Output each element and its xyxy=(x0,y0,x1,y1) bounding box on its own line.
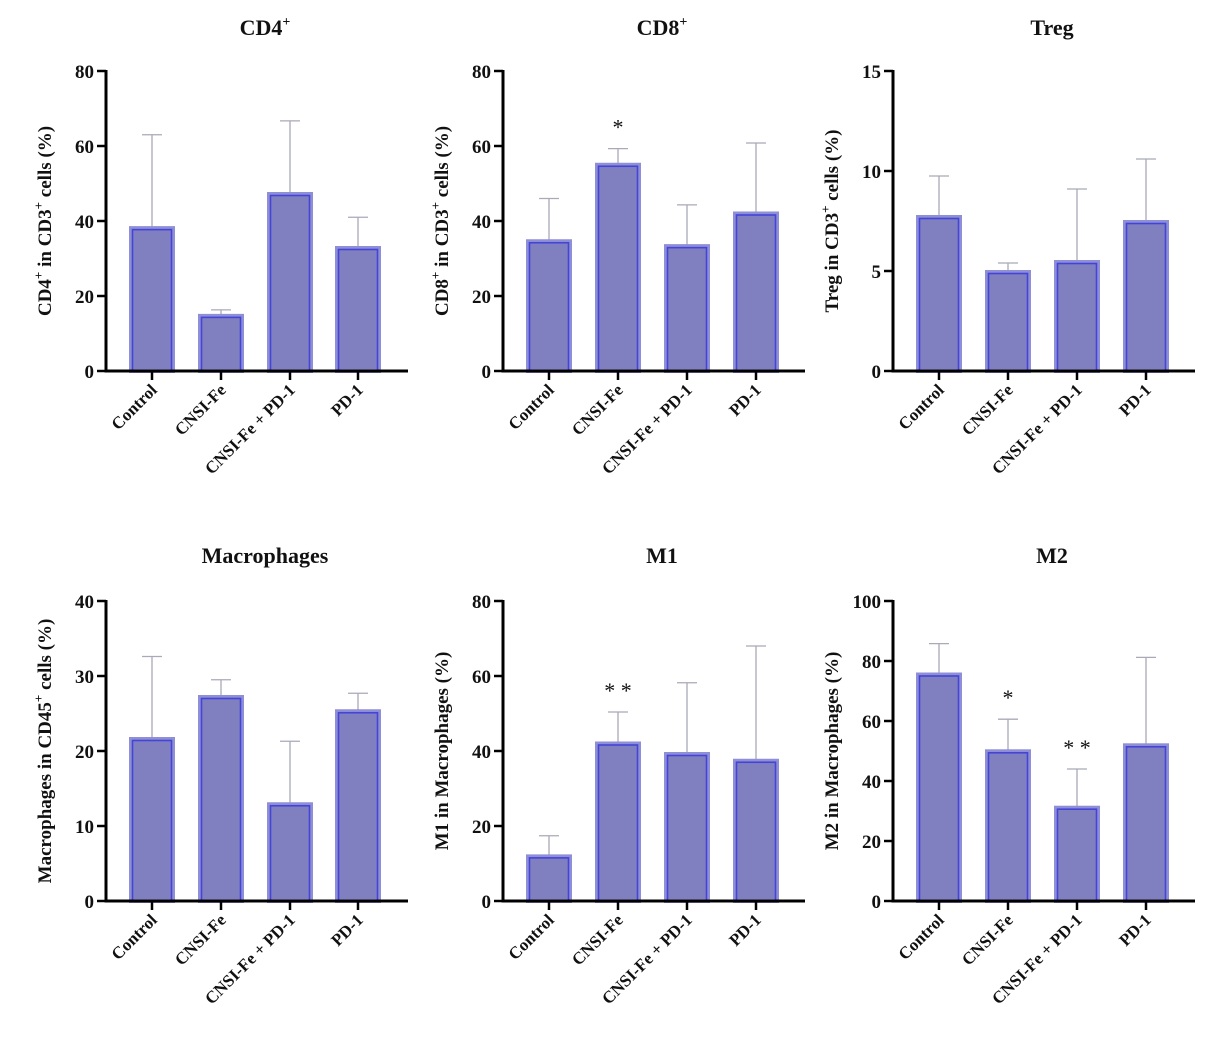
y-tick-label: 0 xyxy=(872,362,882,383)
y-axis-label: CD4+ in CD3+ cells (%) xyxy=(31,126,56,316)
y-tick-label: 80 xyxy=(472,592,491,613)
x-tick-label: PD-1 xyxy=(1115,910,1154,949)
y-tick-label: 40 xyxy=(472,742,491,763)
y-tick-label: 20 xyxy=(75,287,94,308)
x-tick-label: PD-1 xyxy=(1115,380,1154,419)
y-tick-label: 0 xyxy=(85,892,95,913)
bar xyxy=(1123,220,1169,373)
x-tick-label: Control xyxy=(895,380,948,433)
bar xyxy=(335,709,381,903)
bar xyxy=(595,162,641,373)
chart-panel-1: CD8+ CD8+ in CD3+ cells (%) Control * CNSI-F… xyxy=(428,15,805,478)
x-tick-label: Control xyxy=(108,380,161,433)
bar xyxy=(985,270,1031,373)
y-tick-label: 80 xyxy=(862,652,881,673)
y-tick-label: 40 xyxy=(862,772,881,793)
x-tick-label: CNSI-Fe xyxy=(568,380,627,439)
chart-panel-3: Macrophages Macrophages in CD45+ cells (%… xyxy=(31,543,408,1008)
chart-title: Macrophages xyxy=(202,543,329,568)
bar xyxy=(916,672,962,903)
x-tick-label: CNSI-Fe xyxy=(958,380,1017,439)
y-tick-label: 40 xyxy=(75,212,94,233)
y-tick-label: 60 xyxy=(862,712,881,733)
y-tick-label: 80 xyxy=(75,62,94,83)
chart-panel-0: CD4+ CD4+ in CD3+ cells (%) Control CNSI-Fe… xyxy=(31,15,408,478)
significance-label: * xyxy=(1003,685,1014,710)
y-tick-label: 80 xyxy=(472,62,491,83)
x-tick-label: Control xyxy=(895,910,948,963)
y-tick-label: 30 xyxy=(75,667,94,688)
x-tick-label: PD-1 xyxy=(327,380,366,419)
bar xyxy=(267,802,313,903)
y-axis-label: CD8+ in CD3+ cells (%) xyxy=(428,126,453,316)
bar xyxy=(664,752,710,903)
y-tick-label: 15 xyxy=(862,62,881,83)
chart-title: Treg xyxy=(1030,15,1073,40)
x-tick-label: CNSI-Fe xyxy=(171,910,230,969)
bar xyxy=(198,695,244,903)
chart-title: CD4+ xyxy=(240,15,291,40)
bar xyxy=(1054,805,1100,904)
x-tick-label: PD-1 xyxy=(725,380,764,419)
chart-panel-5: M2 M2 in Macrophages (%) Control * CNSI-Fe * … xyxy=(822,543,1195,1008)
y-axis-label: M1 in Macrophages (%) xyxy=(432,652,453,851)
bar xyxy=(733,758,779,903)
bar xyxy=(198,313,244,373)
bar xyxy=(1054,260,1100,373)
y-tick-label: 20 xyxy=(75,742,94,763)
chart-title: CD8+ xyxy=(637,15,688,40)
x-tick-label: Control xyxy=(505,910,558,963)
y-axis-label: Macrophages in CD45+ cells (%) xyxy=(31,619,56,884)
significance-label: * * xyxy=(604,678,632,703)
y-tick-label: 20 xyxy=(472,287,491,308)
significance-label: * xyxy=(613,115,624,140)
bar xyxy=(595,741,641,903)
x-tick-label: CNSI-Fe xyxy=(171,380,230,439)
chart-panel-4: M1 M1 in Macrophages (%) Control * * CNSI-Fe… xyxy=(432,543,805,1008)
x-tick-label: CNSI-Fe xyxy=(958,910,1017,969)
y-tick-label: 0 xyxy=(482,892,492,913)
y-tick-label: 10 xyxy=(862,162,881,183)
chart-panel-2: Treg Treg in CD3+ cells (%) Control CNSI-Fe… xyxy=(818,15,1195,478)
bar xyxy=(664,244,710,373)
y-tick-label: 0 xyxy=(85,362,95,383)
y-tick-label: 20 xyxy=(862,832,881,853)
x-tick-label: PD-1 xyxy=(725,910,764,949)
chart-title: M2 xyxy=(1036,543,1068,568)
y-tick-label: 100 xyxy=(853,592,882,613)
y-tick-label: 0 xyxy=(872,892,882,913)
y-tick-label: 40 xyxy=(75,592,94,613)
bar xyxy=(733,211,779,373)
x-tick-label: Control xyxy=(108,910,161,963)
bar xyxy=(526,239,572,373)
bar xyxy=(985,749,1031,903)
x-tick-label: Control xyxy=(505,380,558,433)
bar xyxy=(916,215,962,373)
bar xyxy=(129,737,175,903)
y-tick-label: 10 xyxy=(75,817,94,838)
chart-title: M1 xyxy=(646,543,678,568)
y-tick-label: 60 xyxy=(472,667,491,688)
bar xyxy=(526,854,572,903)
y-tick-label: 5 xyxy=(872,262,882,283)
y-tick-label: 20 xyxy=(472,817,491,838)
y-axis-label: Treg in CD3+ cells (%) xyxy=(818,130,843,313)
y-tick-label: 40 xyxy=(472,212,491,233)
bar xyxy=(335,246,381,373)
x-tick-label: PD-1 xyxy=(327,910,366,949)
bar xyxy=(267,192,313,373)
significance-label: * * xyxy=(1063,735,1091,760)
y-tick-label: 60 xyxy=(75,137,94,158)
y-tick-label: 60 xyxy=(472,137,491,158)
bar xyxy=(129,226,175,373)
y-axis-label: M2 in Macrophages (%) xyxy=(822,652,843,851)
y-tick-label: 0 xyxy=(482,362,492,383)
x-tick-label: CNSI-Fe xyxy=(568,910,627,969)
bar xyxy=(1123,743,1169,903)
